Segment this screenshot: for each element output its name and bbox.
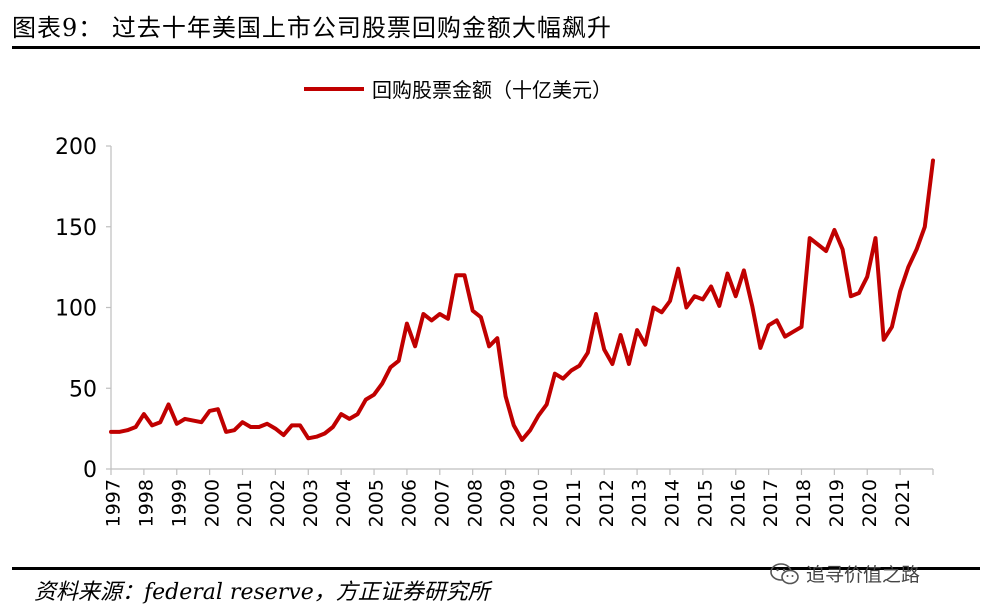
x-tick-label: 1998 <box>136 479 158 527</box>
source-rule <box>12 567 980 570</box>
wechat-icon <box>770 562 800 586</box>
series-line-buyback <box>109 158 935 442</box>
x-axis-ticks: 1997 1998 1999 2000 2001 2002 2003 2004 2005 2006… <box>103 469 934 527</box>
x-tick-label: 2015 <box>694 479 716 527</box>
x-tick-label: 2010 <box>530 479 552 527</box>
x-tick-label: 2020 <box>859 479 881 527</box>
x-tick-label: 2008 <box>464 479 486 527</box>
x-tick-label: 2007 <box>431 479 453 527</box>
y-tick-label: 100 <box>55 297 97 322</box>
x-tick-label: 2016 <box>727 479 749 527</box>
y-axis-ticks: 0 50 100 150 200 <box>55 135 111 483</box>
x-tick-label: 2003 <box>300 479 322 527</box>
y-tick-label: 200 <box>55 135 97 160</box>
figure-title: 图表9： 过去十年美国上市公司股票回购金额大幅飙升 <box>12 14 612 42</box>
watermark: 追寻价值之路 <box>770 560 920 587</box>
chart-legend: 回购股票金额（十亿美元） <box>304 78 612 102</box>
x-tick-label: 2009 <box>497 479 519 527</box>
x-tick-label: 2001 <box>234 479 256 527</box>
x-tick-label: 1999 <box>168 479 190 527</box>
y-tick-label: 0 <box>83 458 97 483</box>
source-note: 资料来源：federal reserve，方正证券研究所 <box>34 580 490 605</box>
x-tick-label: 2002 <box>267 479 289 527</box>
legend-label: 回购股票金额（十亿美元） <box>372 78 612 102</box>
x-tick-label: 2014 <box>662 479 684 527</box>
y-tick-label: 150 <box>55 216 97 241</box>
axes <box>110 146 933 470</box>
x-tick-label: 2013 <box>629 479 651 527</box>
y-tick-label: 50 <box>69 377 97 402</box>
x-tick-label: 2017 <box>760 479 782 527</box>
x-tick-label: 2021 <box>892 479 914 527</box>
series-points <box>110 160 934 440</box>
x-tick-label: 2000 <box>201 479 223 527</box>
x-tick-label: 1997 <box>103 479 125 527</box>
x-tick-label: 2019 <box>826 479 848 527</box>
x-tick-label: 2018 <box>793 479 815 527</box>
x-tick-label: 2011 <box>563 479 585 527</box>
x-tick-label: 2004 <box>333 479 355 527</box>
x-tick-label: 2005 <box>366 479 388 527</box>
watermark-text: 追寻价值之路 <box>806 564 921 586</box>
x-tick-label: 2006 <box>399 479 421 527</box>
title-rule <box>12 46 980 49</box>
x-tick-label: 2012 <box>596 479 618 527</box>
